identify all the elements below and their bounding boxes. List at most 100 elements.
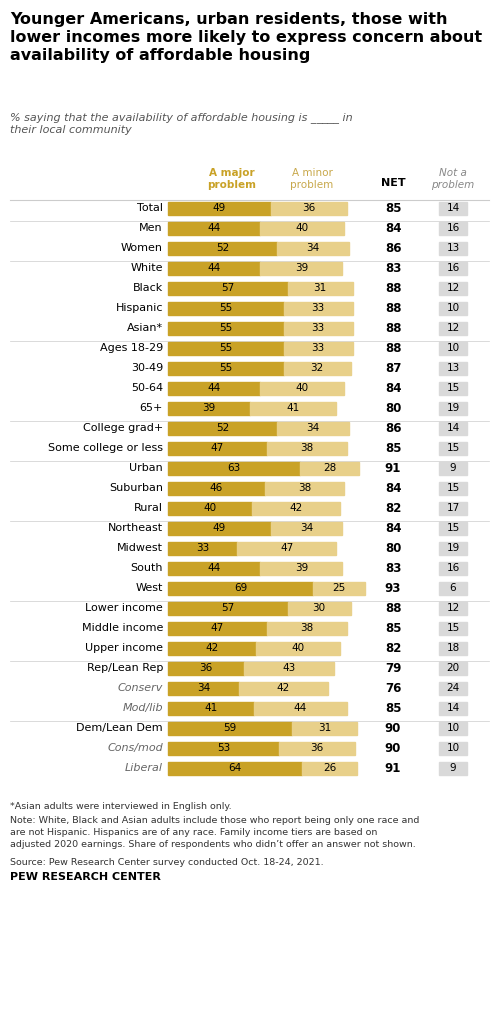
Text: South: South [131, 563, 163, 573]
Bar [439, 721, 467, 735]
Text: 65+: 65+ [140, 403, 163, 413]
Text: 84: 84 [385, 382, 401, 395]
Text: 64: 64 [229, 763, 242, 773]
Text: 9: 9 [450, 463, 456, 473]
Bar [279, 742, 355, 755]
Text: 55: 55 [219, 303, 233, 313]
Text: Dem/Lean Dem: Dem/Lean Dem [77, 723, 163, 733]
Text: 88: 88 [385, 281, 401, 295]
Text: 33: 33 [312, 303, 325, 313]
Text: 40: 40 [292, 643, 305, 653]
Text: Mod/lib: Mod/lib [122, 703, 163, 713]
Text: 88: 88 [385, 602, 401, 615]
Text: 55: 55 [219, 343, 233, 353]
Bar [277, 241, 348, 255]
Text: 85: 85 [385, 622, 401, 634]
Text: 88: 88 [385, 321, 401, 335]
Text: 47: 47 [211, 623, 224, 633]
Bar [439, 602, 467, 615]
Text: Some college or less: Some college or less [48, 443, 163, 453]
Bar [277, 421, 348, 435]
Bar [168, 761, 302, 774]
Bar [439, 321, 467, 335]
Text: 53: 53 [217, 743, 230, 753]
Bar [168, 262, 260, 274]
Bar [168, 382, 260, 395]
Bar [256, 641, 340, 655]
Text: 63: 63 [228, 463, 241, 473]
Bar [439, 461, 467, 475]
Bar [439, 442, 467, 454]
Text: 38: 38 [300, 623, 313, 633]
Text: 52: 52 [216, 243, 229, 253]
Bar [292, 721, 357, 735]
Bar [168, 421, 277, 435]
Text: 90: 90 [385, 721, 401, 735]
Bar [168, 562, 260, 575]
Bar [168, 681, 240, 695]
Bar [260, 222, 344, 234]
Bar [252, 501, 340, 515]
Text: Upper income: Upper income [85, 643, 163, 653]
Text: Conserv: Conserv [118, 683, 163, 693]
Text: 39: 39 [295, 263, 308, 273]
Text: 57: 57 [221, 603, 235, 613]
Bar [168, 342, 283, 355]
Text: 83: 83 [385, 262, 401, 274]
Text: 88: 88 [385, 342, 401, 355]
Text: 87: 87 [385, 361, 401, 374]
Text: Ages 18-29: Ages 18-29 [100, 343, 163, 353]
Bar [439, 702, 467, 714]
Text: 36: 36 [199, 663, 212, 673]
Text: 6: 6 [450, 583, 456, 593]
Text: 55: 55 [219, 363, 233, 373]
Text: 80: 80 [385, 541, 401, 554]
Text: Asian*: Asian* [127, 323, 163, 333]
Bar [240, 681, 328, 695]
Text: Men: Men [139, 223, 163, 233]
Text: White: White [131, 263, 163, 273]
Bar [168, 641, 256, 655]
Text: Hispanic: Hispanic [115, 303, 163, 313]
Bar [439, 421, 467, 435]
Bar [439, 302, 467, 314]
Text: 39: 39 [295, 563, 308, 573]
Bar [439, 342, 467, 355]
Text: 10: 10 [446, 303, 460, 313]
Text: West: West [136, 583, 163, 593]
Bar [439, 641, 467, 655]
Text: 44: 44 [208, 383, 221, 393]
Bar [283, 302, 353, 314]
Bar [250, 401, 336, 414]
Text: 40: 40 [203, 503, 217, 513]
Text: 17: 17 [446, 503, 460, 513]
Text: 15: 15 [446, 523, 460, 533]
Text: 49: 49 [213, 523, 226, 533]
Bar [439, 241, 467, 255]
Text: 30-49: 30-49 [131, 363, 163, 373]
Text: Note: White, Black and Asian adults include those who report being only one race: Note: White, Black and Asian adults incl… [10, 816, 419, 849]
Bar [267, 442, 346, 454]
Text: 10: 10 [446, 343, 460, 353]
Text: 90: 90 [385, 742, 401, 755]
Text: Liberal: Liberal [125, 763, 163, 773]
Text: Cons/mod: Cons/mod [107, 743, 163, 753]
Text: Lower income: Lower income [85, 603, 163, 613]
Text: 86: 86 [385, 421, 401, 435]
Text: 14: 14 [446, 703, 460, 713]
Text: 13: 13 [446, 363, 460, 373]
Bar [439, 522, 467, 534]
Bar [439, 361, 467, 374]
Text: 39: 39 [202, 403, 216, 413]
Bar [254, 702, 346, 714]
Text: Northeast: Northeast [108, 523, 163, 533]
Bar [439, 482, 467, 494]
Text: 24: 24 [446, 683, 460, 693]
Bar [260, 382, 344, 395]
Text: 34: 34 [300, 523, 313, 533]
Text: 15: 15 [446, 623, 460, 633]
Bar [439, 622, 467, 634]
Bar [260, 562, 342, 575]
Text: College grad+: College grad+ [83, 422, 163, 433]
Bar [168, 461, 300, 475]
